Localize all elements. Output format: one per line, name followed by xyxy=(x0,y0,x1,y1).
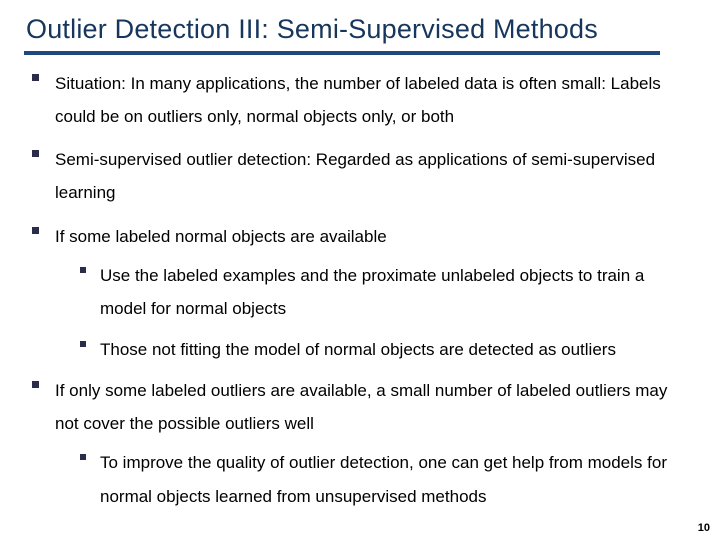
bullet-text: If some labeled normal objects are avail… xyxy=(55,220,387,253)
sub-bullet-item: Use the labeled examples and the proxima… xyxy=(80,259,694,325)
bullet-square-icon xyxy=(80,267,86,273)
slide: Outlier Detection III: Semi-Supervised M… xyxy=(0,0,720,540)
sub-bullet-text: To improve the quality of outlier detect… xyxy=(100,446,694,512)
bullet-text: Semi-supervised outlier detection: Regar… xyxy=(55,143,694,209)
bullet-item: Situation: In many applications, the num… xyxy=(32,67,694,133)
bullet-square-icon xyxy=(32,74,39,81)
sub-bullet-item: Those not fitting the model of normal ob… xyxy=(80,333,694,366)
bullet-square-icon xyxy=(32,150,39,157)
bullet-item: If some labeled normal objects are avail… xyxy=(32,220,694,253)
bullet-text: If only some labeled outliers are availa… xyxy=(55,374,694,440)
bullet-square-icon xyxy=(80,341,86,347)
slide-title: Outlier Detection III: Semi-Supervised M… xyxy=(26,14,694,45)
title-underline xyxy=(24,51,660,55)
page-number: 10 xyxy=(698,522,710,534)
sub-bullet-list: To improve the quality of outlier detect… xyxy=(32,446,694,512)
bullet-square-icon xyxy=(32,227,39,234)
sub-bullet-item: To improve the quality of outlier detect… xyxy=(80,446,694,512)
bullet-text: Situation: In many applications, the num… xyxy=(55,67,694,133)
sub-bullet-text: Use the labeled examples and the proxima… xyxy=(100,259,694,325)
bullet-square-icon xyxy=(80,454,86,460)
sub-bullet-list: Use the labeled examples and the proxima… xyxy=(32,259,694,366)
bullet-item: If only some labeled outliers are availa… xyxy=(32,374,694,440)
bullet-square-icon xyxy=(32,381,39,388)
bullet-item: Semi-supervised outlier detection: Regar… xyxy=(32,143,694,209)
sub-bullet-text: Those not fitting the model of normal ob… xyxy=(100,333,616,366)
bullet-list: Situation: In many applications, the num… xyxy=(26,67,694,513)
